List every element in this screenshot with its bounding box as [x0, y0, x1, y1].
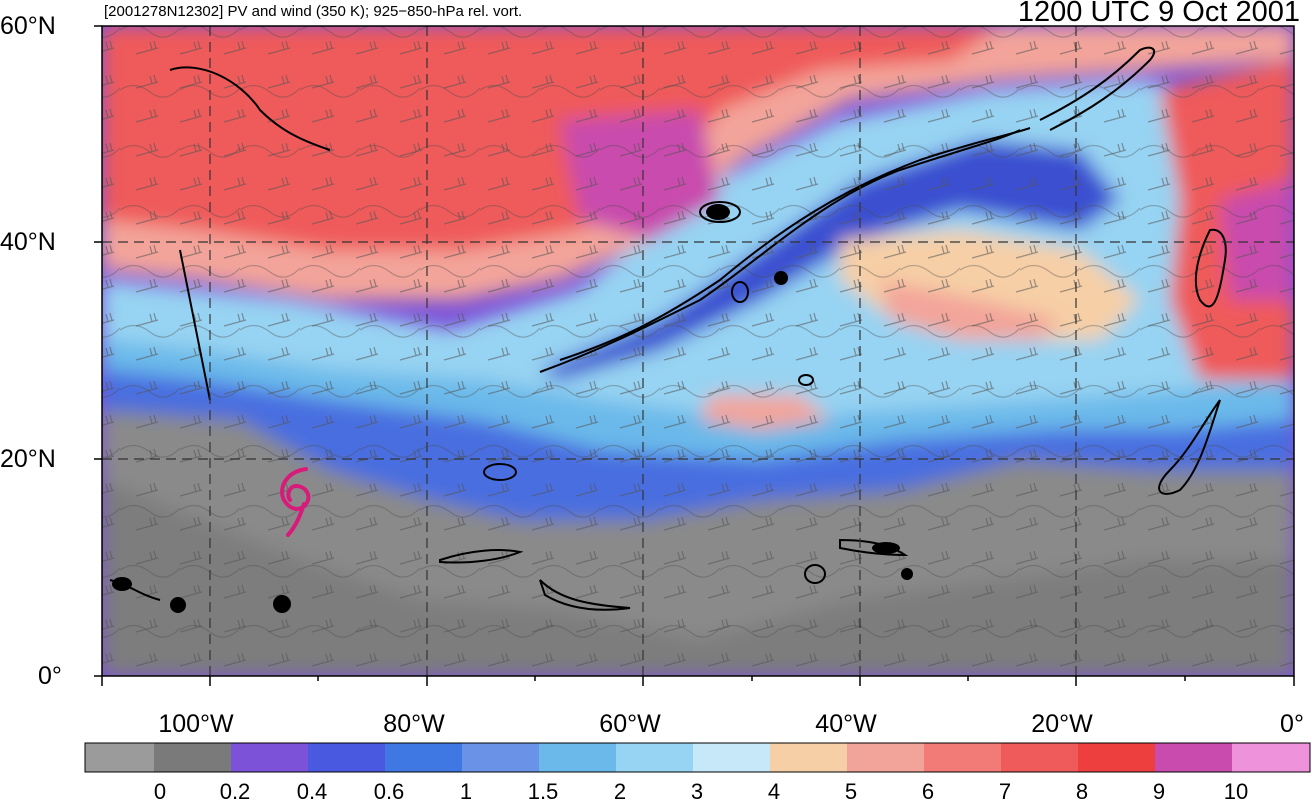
colorbar-label: 0.6 [373, 779, 405, 804]
colorbar-swatch [385, 743, 462, 772]
colorbar-label: 1.5 [527, 779, 559, 804]
colorbar-swatch [1155, 743, 1232, 772]
colorbar-label: 8 [1075, 779, 1089, 804]
colorbar-swatch [770, 743, 847, 772]
colorbar-swatch [1232, 743, 1310, 772]
tropical-cyclone-icon [280, 467, 311, 537]
colorbar-swatch [616, 743, 693, 772]
map-frame [94, 25, 1295, 686]
colorbar-swatch [539, 743, 616, 772]
pv-shaded-field [102, 26, 1294, 676]
figure-title-left: [2001278N12302] PV and wind (350 K); 925… [104, 3, 523, 20]
colorbar-swatch [154, 743, 231, 772]
colorbar-swatch [693, 743, 770, 772]
colorbar-label: 3 [690, 779, 704, 804]
lat-lon-gridlines [102, 26, 1294, 676]
lon-label: 0° [1280, 710, 1304, 738]
colorbar-swatch [231, 743, 308, 772]
colorbar-swatch [1078, 743, 1155, 772]
lat-label: 20°N [0, 445, 56, 473]
lon-label: 80°W [383, 710, 445, 738]
colorbar-label: 4 [767, 779, 781, 804]
vorticity-contours [109, 46, 1227, 611]
colorbar-swatch [1001, 743, 1078, 772]
colorbar-swatch [462, 743, 539, 772]
colorbar-label: 10 [1223, 779, 1249, 804]
colorbar-label: 1 [459, 779, 473, 804]
colorbar-swatch [85, 743, 154, 772]
colorbar-label: 0.2 [219, 779, 251, 804]
colorbar-label: 0.4 [296, 779, 328, 804]
lon-label: 60°W [599, 710, 661, 738]
colorbar-swatch [924, 743, 1001, 772]
lon-label: 100°W [158, 710, 234, 738]
colorbar-swatch [308, 743, 385, 772]
figure-title-right: 1200 UTC 9 Oct 2001 [1017, 0, 1300, 28]
colorbar-label: 9 [1152, 779, 1166, 804]
colorbar [84, 742, 1311, 773]
colorbar-label: 5 [844, 779, 858, 804]
colorbar-label: 7 [998, 779, 1012, 804]
lat-label: 40°N [0, 228, 56, 256]
colorbar-label: 6 [921, 779, 935, 804]
colorbar-label: 2 [613, 779, 627, 804]
lat-label: 0° [38, 662, 62, 690]
lon-label: 40°W [815, 710, 877, 738]
lat-label: 60°N [0, 12, 56, 40]
vorticity-filled-centers [112, 204, 913, 613]
colorbar-label: 0 [153, 779, 167, 804]
colorbar-swatch [847, 743, 924, 772]
lon-label: 20°W [1031, 710, 1093, 738]
